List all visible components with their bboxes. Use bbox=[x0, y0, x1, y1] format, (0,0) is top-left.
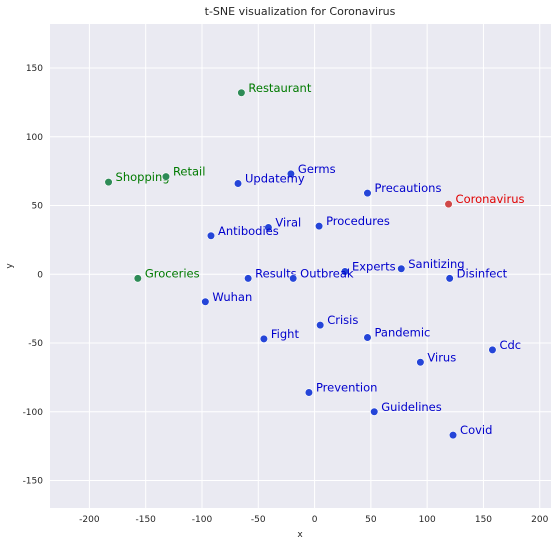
point-marker bbox=[201, 297, 210, 306]
point-marker bbox=[397, 264, 406, 273]
point-marker bbox=[161, 172, 171, 181]
plot-area bbox=[50, 24, 551, 508]
point-marker bbox=[363, 189, 372, 198]
x-tick-label: 100 bbox=[419, 515, 436, 525]
point-marker bbox=[206, 231, 216, 240]
point-marker bbox=[289, 274, 298, 283]
point-marker bbox=[264, 223, 273, 232]
point-label: Procedures bbox=[326, 214, 390, 228]
point-label: Crisis bbox=[327, 313, 358, 327]
point-label: Experts bbox=[352, 260, 396, 274]
x-axis-label: x bbox=[297, 530, 303, 540]
y-tick-label: -100 bbox=[23, 408, 44, 418]
point-label: Precautions bbox=[374, 181, 441, 195]
point-marker bbox=[416, 358, 425, 367]
x-axis-ticks: -200 -150 -100 -50 0 50 100 150 200 bbox=[79, 515, 548, 525]
y-tick-label: -50 bbox=[28, 339, 43, 349]
point-label: Updatemy bbox=[245, 172, 305, 186]
point-label: Wuhan bbox=[212, 290, 252, 304]
point-label: Prevention bbox=[316, 381, 377, 395]
point-label: Outbreak bbox=[300, 266, 354, 280]
point-label: Fight bbox=[271, 327, 300, 341]
y-axis-ticks: -150 -100 -50 0 50 100 150 bbox=[23, 64, 44, 487]
x-tick-label: -150 bbox=[135, 515, 156, 525]
point-marker bbox=[314, 222, 324, 231]
y-tick-label: 50 bbox=[32, 202, 44, 212]
point-marker bbox=[316, 321, 325, 330]
x-tick-label: 50 bbox=[365, 515, 377, 525]
point-label: Restaurant bbox=[248, 81, 311, 95]
data-points: Coronavirus Restaurant Shopping Retail Groce… bbox=[104, 81, 525, 440]
point-marker bbox=[286, 169, 296, 178]
point-label: Groceries bbox=[145, 266, 200, 280]
point-marker bbox=[133, 274, 142, 283]
x-tick-label: 0 bbox=[312, 515, 318, 525]
y-tick-label: 150 bbox=[26, 64, 43, 74]
chart-title: t-SNE visualization for Coronavirus bbox=[205, 5, 396, 18]
point-label: Coronavirus bbox=[456, 192, 525, 206]
point-marker bbox=[233, 179, 243, 188]
point-marker bbox=[448, 431, 458, 440]
y-axis-label: y bbox=[5, 263, 15, 269]
point-label: Retail bbox=[173, 165, 206, 179]
x-tick-label: 150 bbox=[475, 515, 492, 525]
x-tick-label: -50 bbox=[251, 515, 266, 525]
point-marker bbox=[304, 388, 314, 397]
point-marker bbox=[104, 178, 113, 187]
point-label: Pandemic bbox=[374, 326, 430, 340]
point-marker bbox=[244, 274, 253, 283]
y-tick-label: -150 bbox=[23, 477, 44, 487]
point-label: Cdc bbox=[499, 338, 521, 352]
point-label: Disinfect bbox=[457, 266, 508, 280]
point-label: Germs bbox=[298, 162, 336, 176]
point-marker bbox=[444, 200, 453, 209]
grid-lines bbox=[50, 24, 551, 508]
point-marker bbox=[488, 345, 497, 354]
point-marker bbox=[445, 274, 454, 283]
y-tick-label: 0 bbox=[37, 270, 43, 280]
point-label: Sanitizing bbox=[408, 257, 464, 271]
point-label: Covid bbox=[460, 423, 492, 437]
x-tick-label: -100 bbox=[192, 515, 213, 525]
point-label: Results bbox=[255, 266, 297, 280]
y-tick-label: 100 bbox=[26, 133, 43, 143]
point-label: Viral bbox=[275, 216, 301, 230]
x-tick-label: 200 bbox=[531, 515, 548, 525]
point-marker bbox=[237, 88, 246, 97]
point-marker bbox=[340, 267, 350, 276]
x-tick-label: -200 bbox=[79, 515, 100, 525]
point-marker bbox=[259, 334, 269, 343]
point-label: Shopping bbox=[116, 170, 170, 184]
point-marker bbox=[363, 333, 372, 342]
point-label: Virus bbox=[427, 350, 456, 364]
point-marker bbox=[370, 407, 379, 416]
point-label: Guidelines bbox=[381, 400, 442, 414]
point-label: Antibodies bbox=[218, 224, 279, 238]
